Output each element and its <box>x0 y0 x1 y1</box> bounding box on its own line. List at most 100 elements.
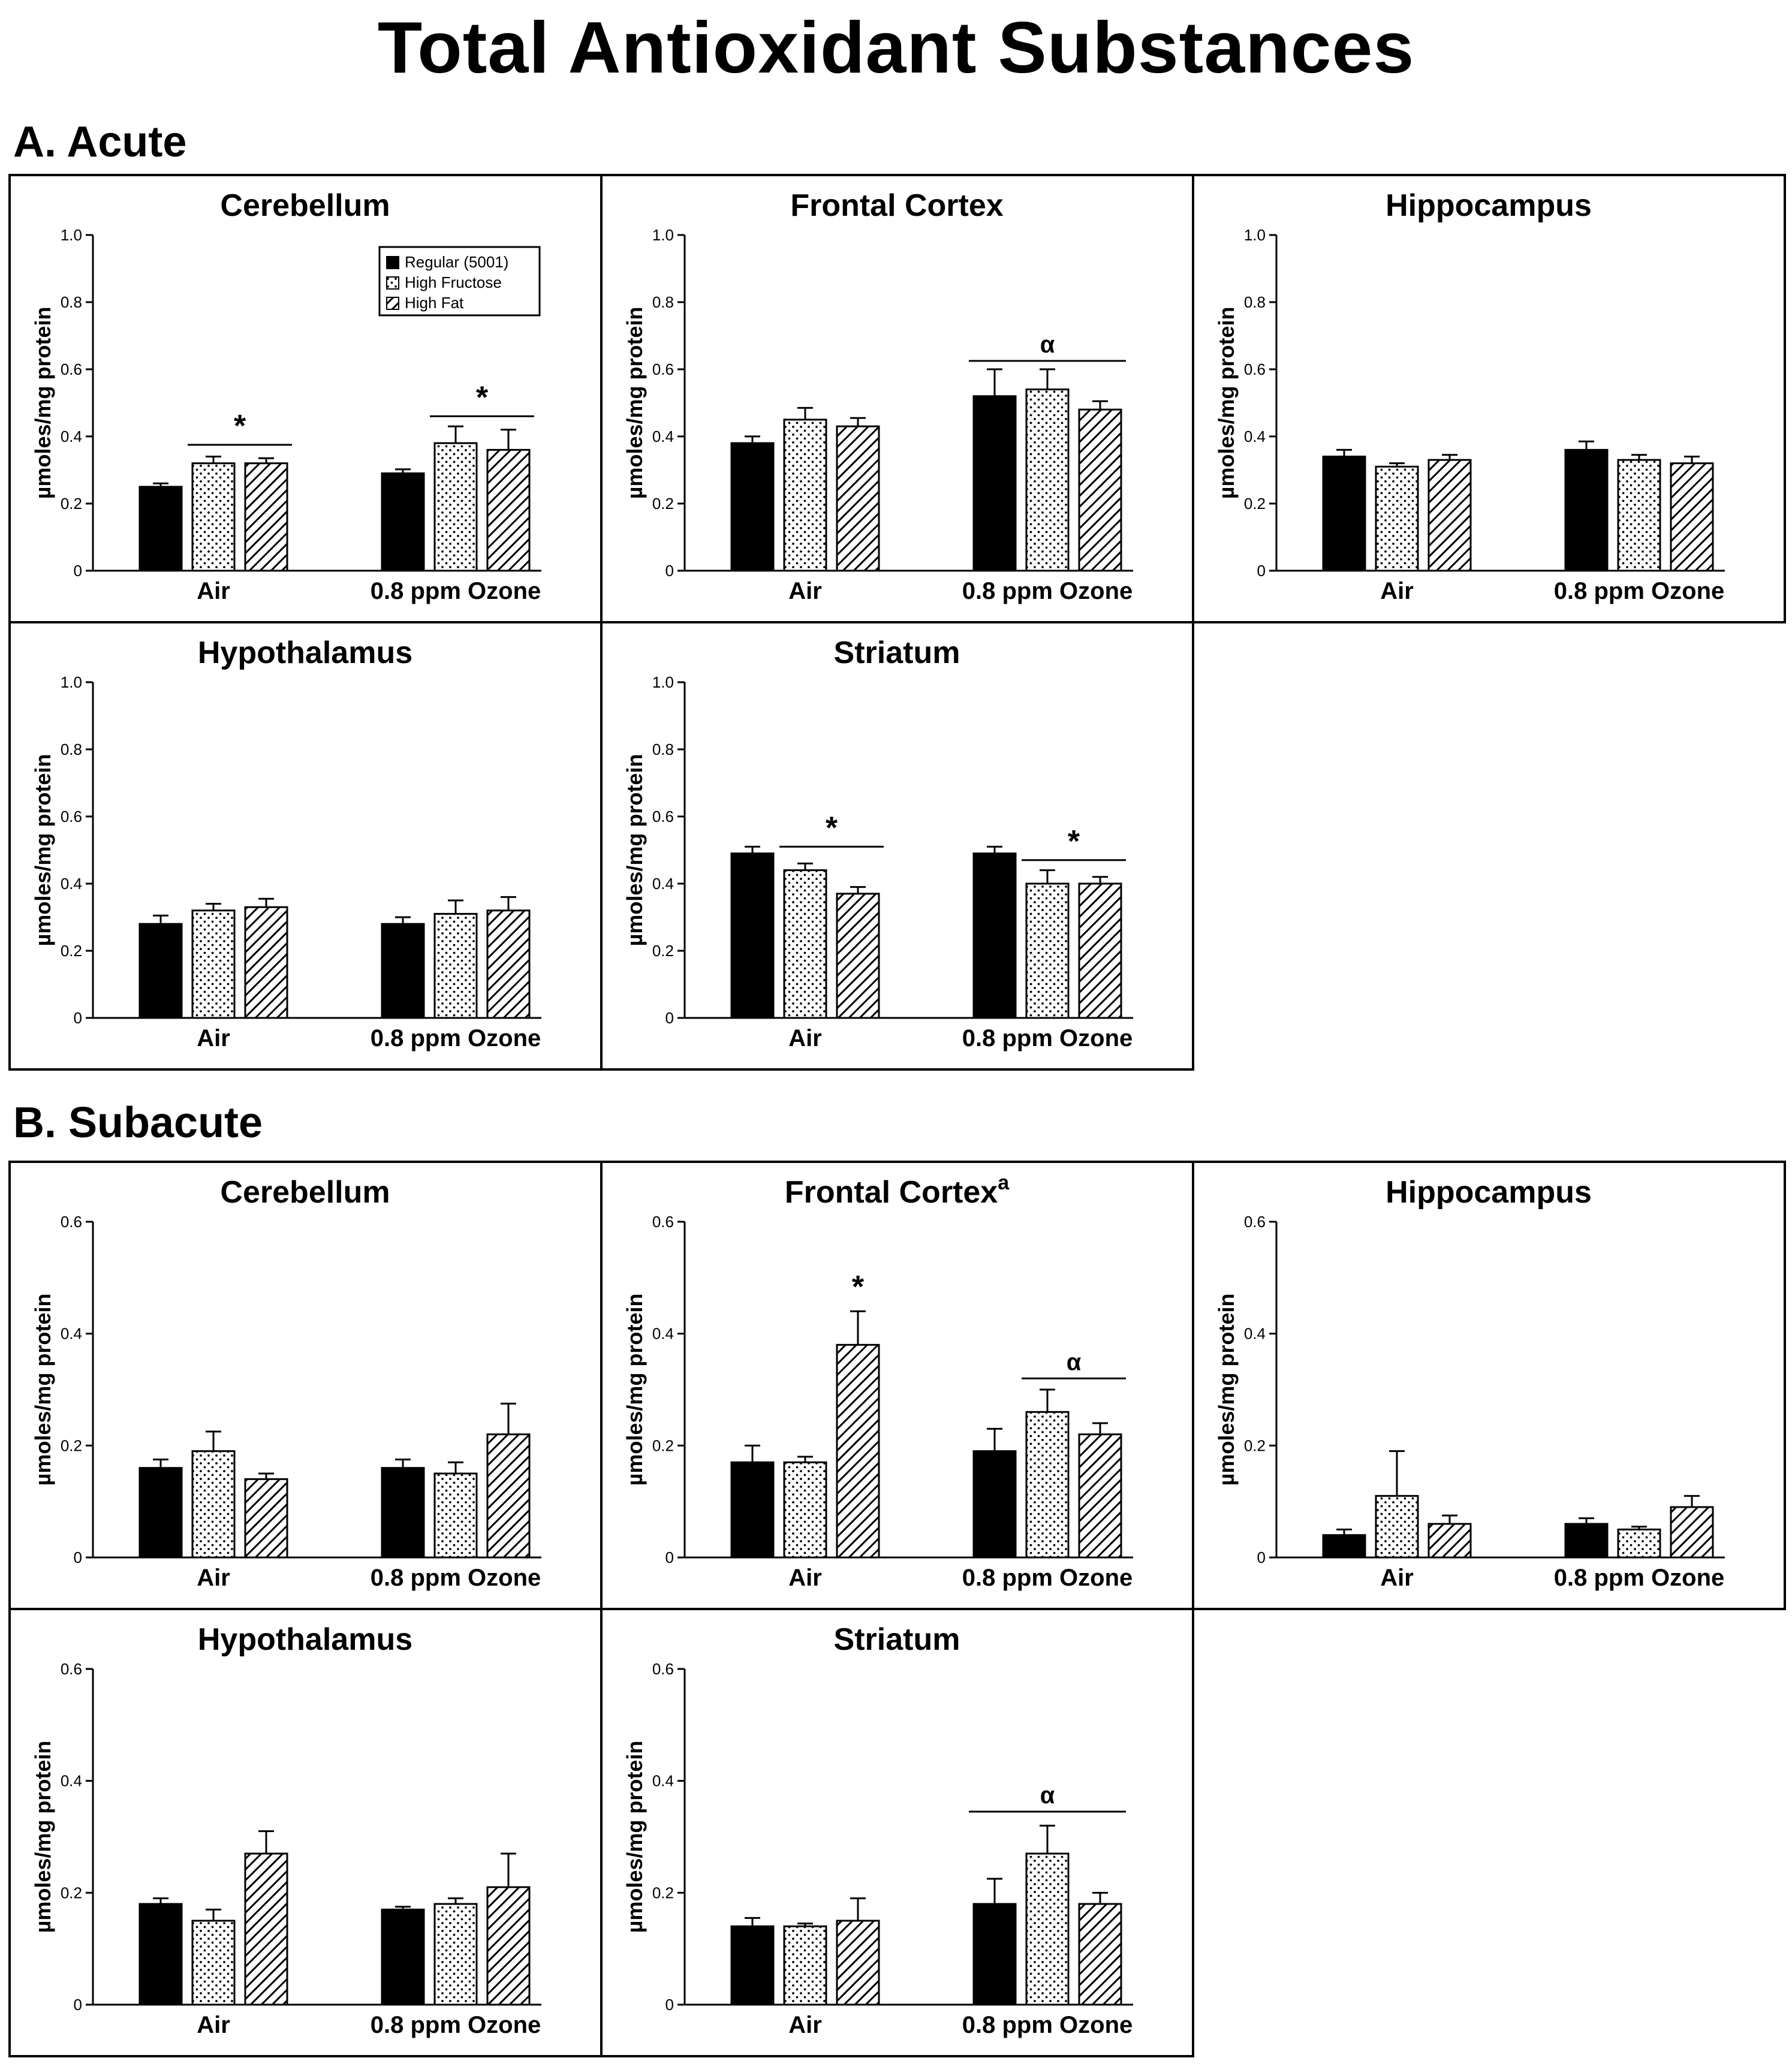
panel-title: Frontal Cortex <box>790 188 1003 223</box>
significance-marker: α <box>1040 332 1055 358</box>
y-tick-label: 0.6 <box>652 360 674 378</box>
y-tick-label: 0.4 <box>652 1772 674 1790</box>
bar <box>486 909 531 1019</box>
bar <box>836 1343 880 1559</box>
panel-striatum: Striatum 0 0.2 0.4 0.6 µmoles/mg protein Air 0.… <box>600 1608 1194 2057</box>
x-category-label: Air <box>197 2012 230 2038</box>
y-tick-label: 0.6 <box>652 807 674 825</box>
x-category-label: Air <box>788 1565 822 1591</box>
y-tick-label: 0 <box>665 1996 674 2014</box>
panel-frontal-cortex: Frontal Cortexa 0 0.2 0.4 0.6 µmoles/mg prote… <box>600 1161 1194 1610</box>
y-axis-label: µmoles/mg protein <box>31 307 55 499</box>
legend-label: High Fructose <box>405 273 502 291</box>
y-tick-label: 0.2 <box>61 1436 82 1454</box>
y-tick-label: 0.4 <box>61 875 82 893</box>
y-tick-label: 0.6 <box>61 1213 82 1231</box>
y-axis-label: µmoles/mg protein <box>31 1294 55 1486</box>
bar <box>244 1852 288 2006</box>
y-tick-label: 0.4 <box>1244 427 1266 445</box>
bar <box>1322 1534 1366 1559</box>
bar <box>1427 459 1472 572</box>
bar <box>1670 1506 1714 1559</box>
x-category-label: 0.8 ppm Ozone <box>962 1565 1133 1591</box>
panel-title: Cerebellum <box>220 1175 390 1210</box>
bar <box>191 909 236 1019</box>
figure-title: Total Antioxidant Substances <box>377 7 1415 88</box>
y-tick-label: 0 <box>1257 1548 1266 1566</box>
significance-marker: * <box>1068 824 1080 859</box>
y-tick-label: 0 <box>665 1548 674 1566</box>
x-category-label: 0.8 ppm Ozone <box>371 1025 541 1051</box>
y-tick-label: 0.8 <box>652 293 674 311</box>
bar <box>381 1908 425 2006</box>
bar <box>783 1461 827 1559</box>
panel-cerebellum: Cerebellum 0 0.2 0.4 0.6 µmoles/mg protein Air… <box>8 1161 603 1610</box>
y-axis-label: µmoles/mg protein <box>622 1294 647 1486</box>
y-tick-label: 0 <box>665 1009 674 1027</box>
bar <box>1564 1523 1609 1559</box>
bar <box>972 1450 1017 1559</box>
panel-striatum: Striatum 0 0.2 0.4 0.6 0.8 1.0 µmoles/mg protei… <box>600 621 1194 1071</box>
bar <box>138 486 183 572</box>
y-tick-label: 1.0 <box>61 226 82 244</box>
section-b-title: B. Subacute <box>13 1099 263 1147</box>
y-tick-label: 0.6 <box>61 807 82 825</box>
y-tick-label: 1.0 <box>652 673 674 691</box>
bar <box>1025 1852 1070 2006</box>
y-tick-label: 0.2 <box>652 1884 674 1902</box>
significance-marker: * <box>234 409 246 444</box>
y-tick-label: 0.4 <box>652 875 674 893</box>
y-tick-label: 0 <box>74 562 82 580</box>
y-tick-label: 0.8 <box>652 740 674 758</box>
x-category-label: Air <box>197 1565 230 1591</box>
bar <box>433 912 478 1019</box>
legend-label: High Fat <box>405 294 464 312</box>
bar <box>1375 465 1419 572</box>
y-tick-label: 0.4 <box>652 1325 674 1343</box>
bar <box>783 1925 827 2006</box>
y-tick-label: 0.4 <box>652 427 674 445</box>
bar <box>972 1903 1017 2006</box>
y-tick-label: 0.6 <box>61 360 82 378</box>
bar <box>486 1886 531 2006</box>
y-tick-label: 0 <box>74 1996 82 2014</box>
bar <box>730 1461 775 1559</box>
bar <box>1617 1528 1661 1559</box>
bar <box>486 1433 531 1559</box>
x-category-label: Air <box>1380 1565 1414 1591</box>
significance-marker: * <box>826 810 838 845</box>
panel-hypothalamus: Hypothalamus 0 0.2 0.4 0.6 0.8 1.0 µmoles/mg pr… <box>8 621 603 1071</box>
y-tick-label: 0.2 <box>652 495 674 513</box>
y-axis-label: µmoles/mg protein <box>31 1741 55 1933</box>
bar <box>783 869 827 1019</box>
y-tick-label: 0.4 <box>1244 1325 1266 1343</box>
x-category-label: 0.8 ppm Ozone <box>1554 578 1725 604</box>
y-tick-label: 1.0 <box>652 226 674 244</box>
bar <box>191 1920 236 2006</box>
bar <box>138 1467 183 1559</box>
panel-hippocampus: Hippocampus 0 0.2 0.4 0.6 0.8 1.0 µmoles/mg pro… <box>1192 174 1786 623</box>
bar <box>244 462 288 572</box>
panel-frame <box>1192 1161 1786 1610</box>
bar <box>972 395 1017 572</box>
panel-frame <box>600 1608 1194 2057</box>
bar <box>1078 408 1122 572</box>
panel-hypothalamus: Hypothalamus 0 0.2 0.4 0.6 µmoles/mg protein A… <box>8 1608 603 2057</box>
bar <box>730 852 775 1019</box>
y-tick-label: 0.8 <box>61 293 82 311</box>
panel-cerebellum: Cerebellum 0 0.2 0.4 0.6 0.8 1.0 µmoles/mg prot… <box>8 174 603 623</box>
y-axis-label: µmoles/mg protein <box>622 307 647 499</box>
y-tick-label: 0.2 <box>61 1884 82 1902</box>
bar <box>1025 882 1070 1019</box>
y-tick-label: 0.2 <box>652 942 674 960</box>
panel-title-superscript: a <box>998 1171 1010 1194</box>
bar <box>433 1472 478 1559</box>
significance-marker: α <box>1040 1782 1055 1809</box>
significance-marker: α <box>1067 1349 1082 1375</box>
panel-title: Frontal Cortexa <box>785 1171 1010 1210</box>
x-category-label: 0.8 ppm Ozone <box>371 2012 541 2038</box>
bar <box>433 442 478 572</box>
y-tick-label: 0.4 <box>61 1325 82 1343</box>
x-category-label: 0.8 ppm Ozone <box>371 1565 541 1591</box>
